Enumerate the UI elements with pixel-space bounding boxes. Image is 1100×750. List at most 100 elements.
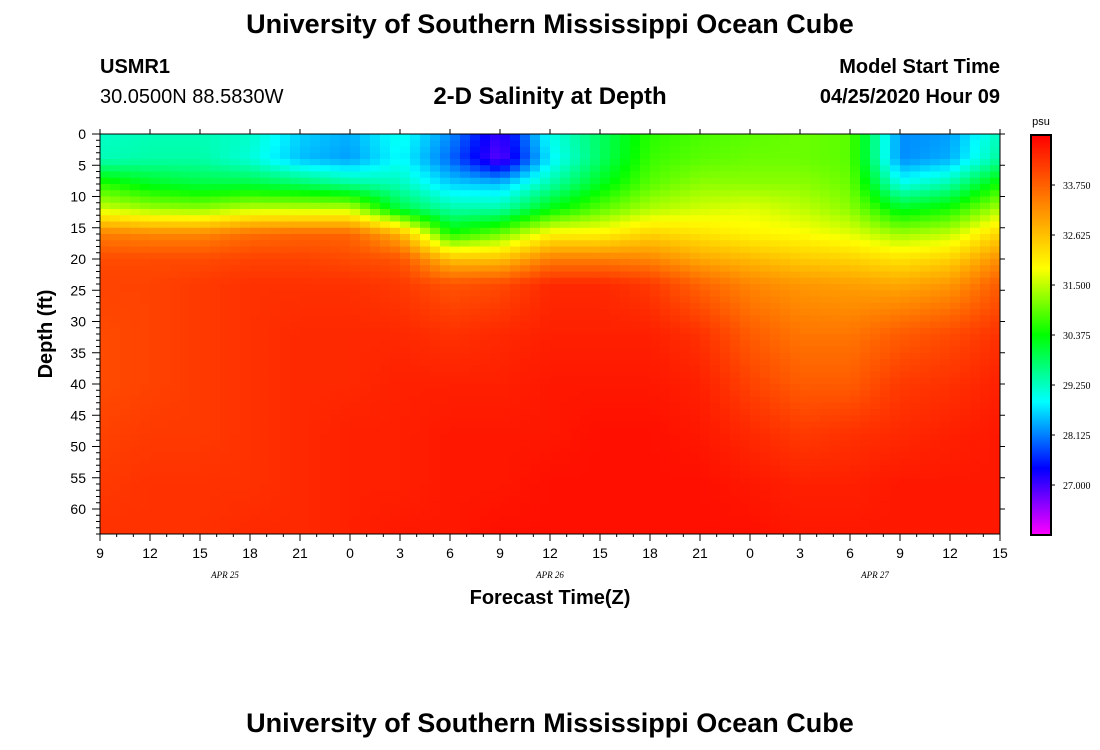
heatmap-cell	[630, 221, 641, 229]
heatmap-cell	[630, 384, 641, 391]
heatmap-cell	[620, 334, 631, 341]
heatmap-cell	[520, 427, 531, 435]
heatmap-cell	[200, 196, 211, 204]
heatmap-cell	[110, 277, 121, 285]
heatmap-cell	[150, 371, 161, 379]
heatmap-cell	[580, 259, 591, 266]
heatmap-cell	[440, 390, 451, 398]
heatmap-cell	[170, 459, 181, 466]
heatmap-cell	[490, 134, 501, 141]
heatmap-cell	[670, 140, 681, 148]
heatmap-cell	[430, 371, 441, 379]
heatmap-cell	[310, 284, 321, 291]
heatmap-cell	[790, 409, 801, 416]
heatmap-cell	[470, 415, 481, 423]
heatmap-cell	[350, 227, 361, 235]
heatmap-cell	[940, 252, 951, 260]
heatmap-cell	[820, 377, 831, 385]
heatmap-cell	[390, 459, 401, 466]
heatmap-cell	[950, 302, 961, 310]
heatmap-cell	[590, 284, 601, 291]
heatmap-cell	[780, 202, 791, 210]
heatmap-cell	[940, 409, 951, 416]
heatmap-cell	[880, 221, 891, 229]
heatmap-cell	[270, 265, 281, 273]
heatmap-cell	[900, 265, 911, 273]
heatmap-cell	[280, 246, 291, 254]
heatmap-cell	[370, 302, 381, 310]
heatmap-cell	[960, 134, 971, 141]
heatmap-cell	[100, 459, 111, 466]
heatmap-cell	[250, 340, 261, 348]
heatmap-cell	[110, 271, 121, 279]
heatmap-cell	[800, 215, 811, 223]
heatmap-cell	[980, 271, 991, 279]
heatmap-cell	[550, 252, 561, 260]
heatmap-cell	[350, 440, 361, 448]
heatmap-cell	[400, 196, 411, 204]
heatmap-cell	[970, 209, 981, 216]
heatmap-cell	[250, 202, 261, 210]
heatmap-cell	[320, 277, 331, 285]
heatmap-cell	[110, 152, 121, 160]
heatmap-cell	[870, 240, 881, 248]
heatmap-cell	[360, 277, 371, 285]
heatmap-cell	[290, 465, 301, 473]
heatmap-cell	[140, 134, 151, 141]
heatmap-cell	[360, 434, 371, 441]
heatmap-cell	[280, 196, 291, 204]
heatmap-cell	[820, 159, 831, 166]
heatmap-cell	[620, 321, 631, 329]
heatmap-cell	[400, 240, 411, 248]
heatmap-cell	[540, 184, 551, 191]
heatmap-cell	[960, 227, 971, 235]
heatmap-cell	[100, 309, 111, 316]
heatmap-cell	[580, 352, 591, 360]
heatmap-cell	[240, 209, 251, 216]
heatmap-cell	[800, 446, 811, 454]
heatmap-cell	[280, 227, 291, 235]
heatmap-cell	[550, 221, 561, 229]
heatmap-cell	[690, 421, 701, 429]
heatmap-cell	[740, 221, 751, 229]
heatmap-cell	[540, 315, 551, 323]
heatmap-cell	[510, 440, 521, 448]
heatmap-cell	[540, 365, 551, 373]
heatmap-cell	[830, 146, 841, 154]
heatmap-cell	[350, 427, 361, 435]
heatmap-cell	[440, 396, 451, 404]
heatmap-cell	[530, 259, 541, 266]
heatmap-cell	[600, 409, 611, 416]
heatmap-cell	[570, 284, 581, 291]
heatmap-cell	[920, 152, 931, 160]
heatmap-cell	[330, 252, 341, 260]
heatmap-cell	[210, 434, 221, 441]
heatmap-cell	[290, 202, 301, 210]
heatmap-cell	[350, 265, 361, 273]
heatmap-cell	[450, 415, 461, 423]
heatmap-cell	[850, 415, 861, 423]
heatmap-cell	[140, 396, 151, 404]
heatmap-cell	[210, 315, 221, 323]
heatmap-cell	[850, 215, 861, 223]
heatmap-cell	[800, 252, 811, 260]
heatmap-cell	[850, 440, 861, 448]
heatmap-cell	[960, 259, 971, 266]
heatmap-cell	[350, 152, 361, 160]
heatmap-cell	[250, 409, 261, 416]
heatmap-cell	[150, 184, 161, 191]
heatmap-cell	[930, 284, 941, 291]
heatmap-cell	[740, 146, 751, 154]
heatmap-cell	[660, 309, 671, 316]
heatmap-cell	[210, 346, 221, 354]
heatmap-cell	[280, 471, 291, 479]
heatmap-cell	[550, 134, 561, 141]
heatmap-cell	[280, 290, 291, 298]
heatmap-cell	[920, 140, 931, 148]
heatmap-cell	[970, 359, 981, 366]
heatmap-cell	[480, 384, 491, 391]
heatmap-cell	[710, 377, 721, 385]
heatmap-cell	[640, 452, 651, 460]
heatmap-cell	[820, 215, 831, 223]
heatmap-cell	[860, 259, 871, 266]
